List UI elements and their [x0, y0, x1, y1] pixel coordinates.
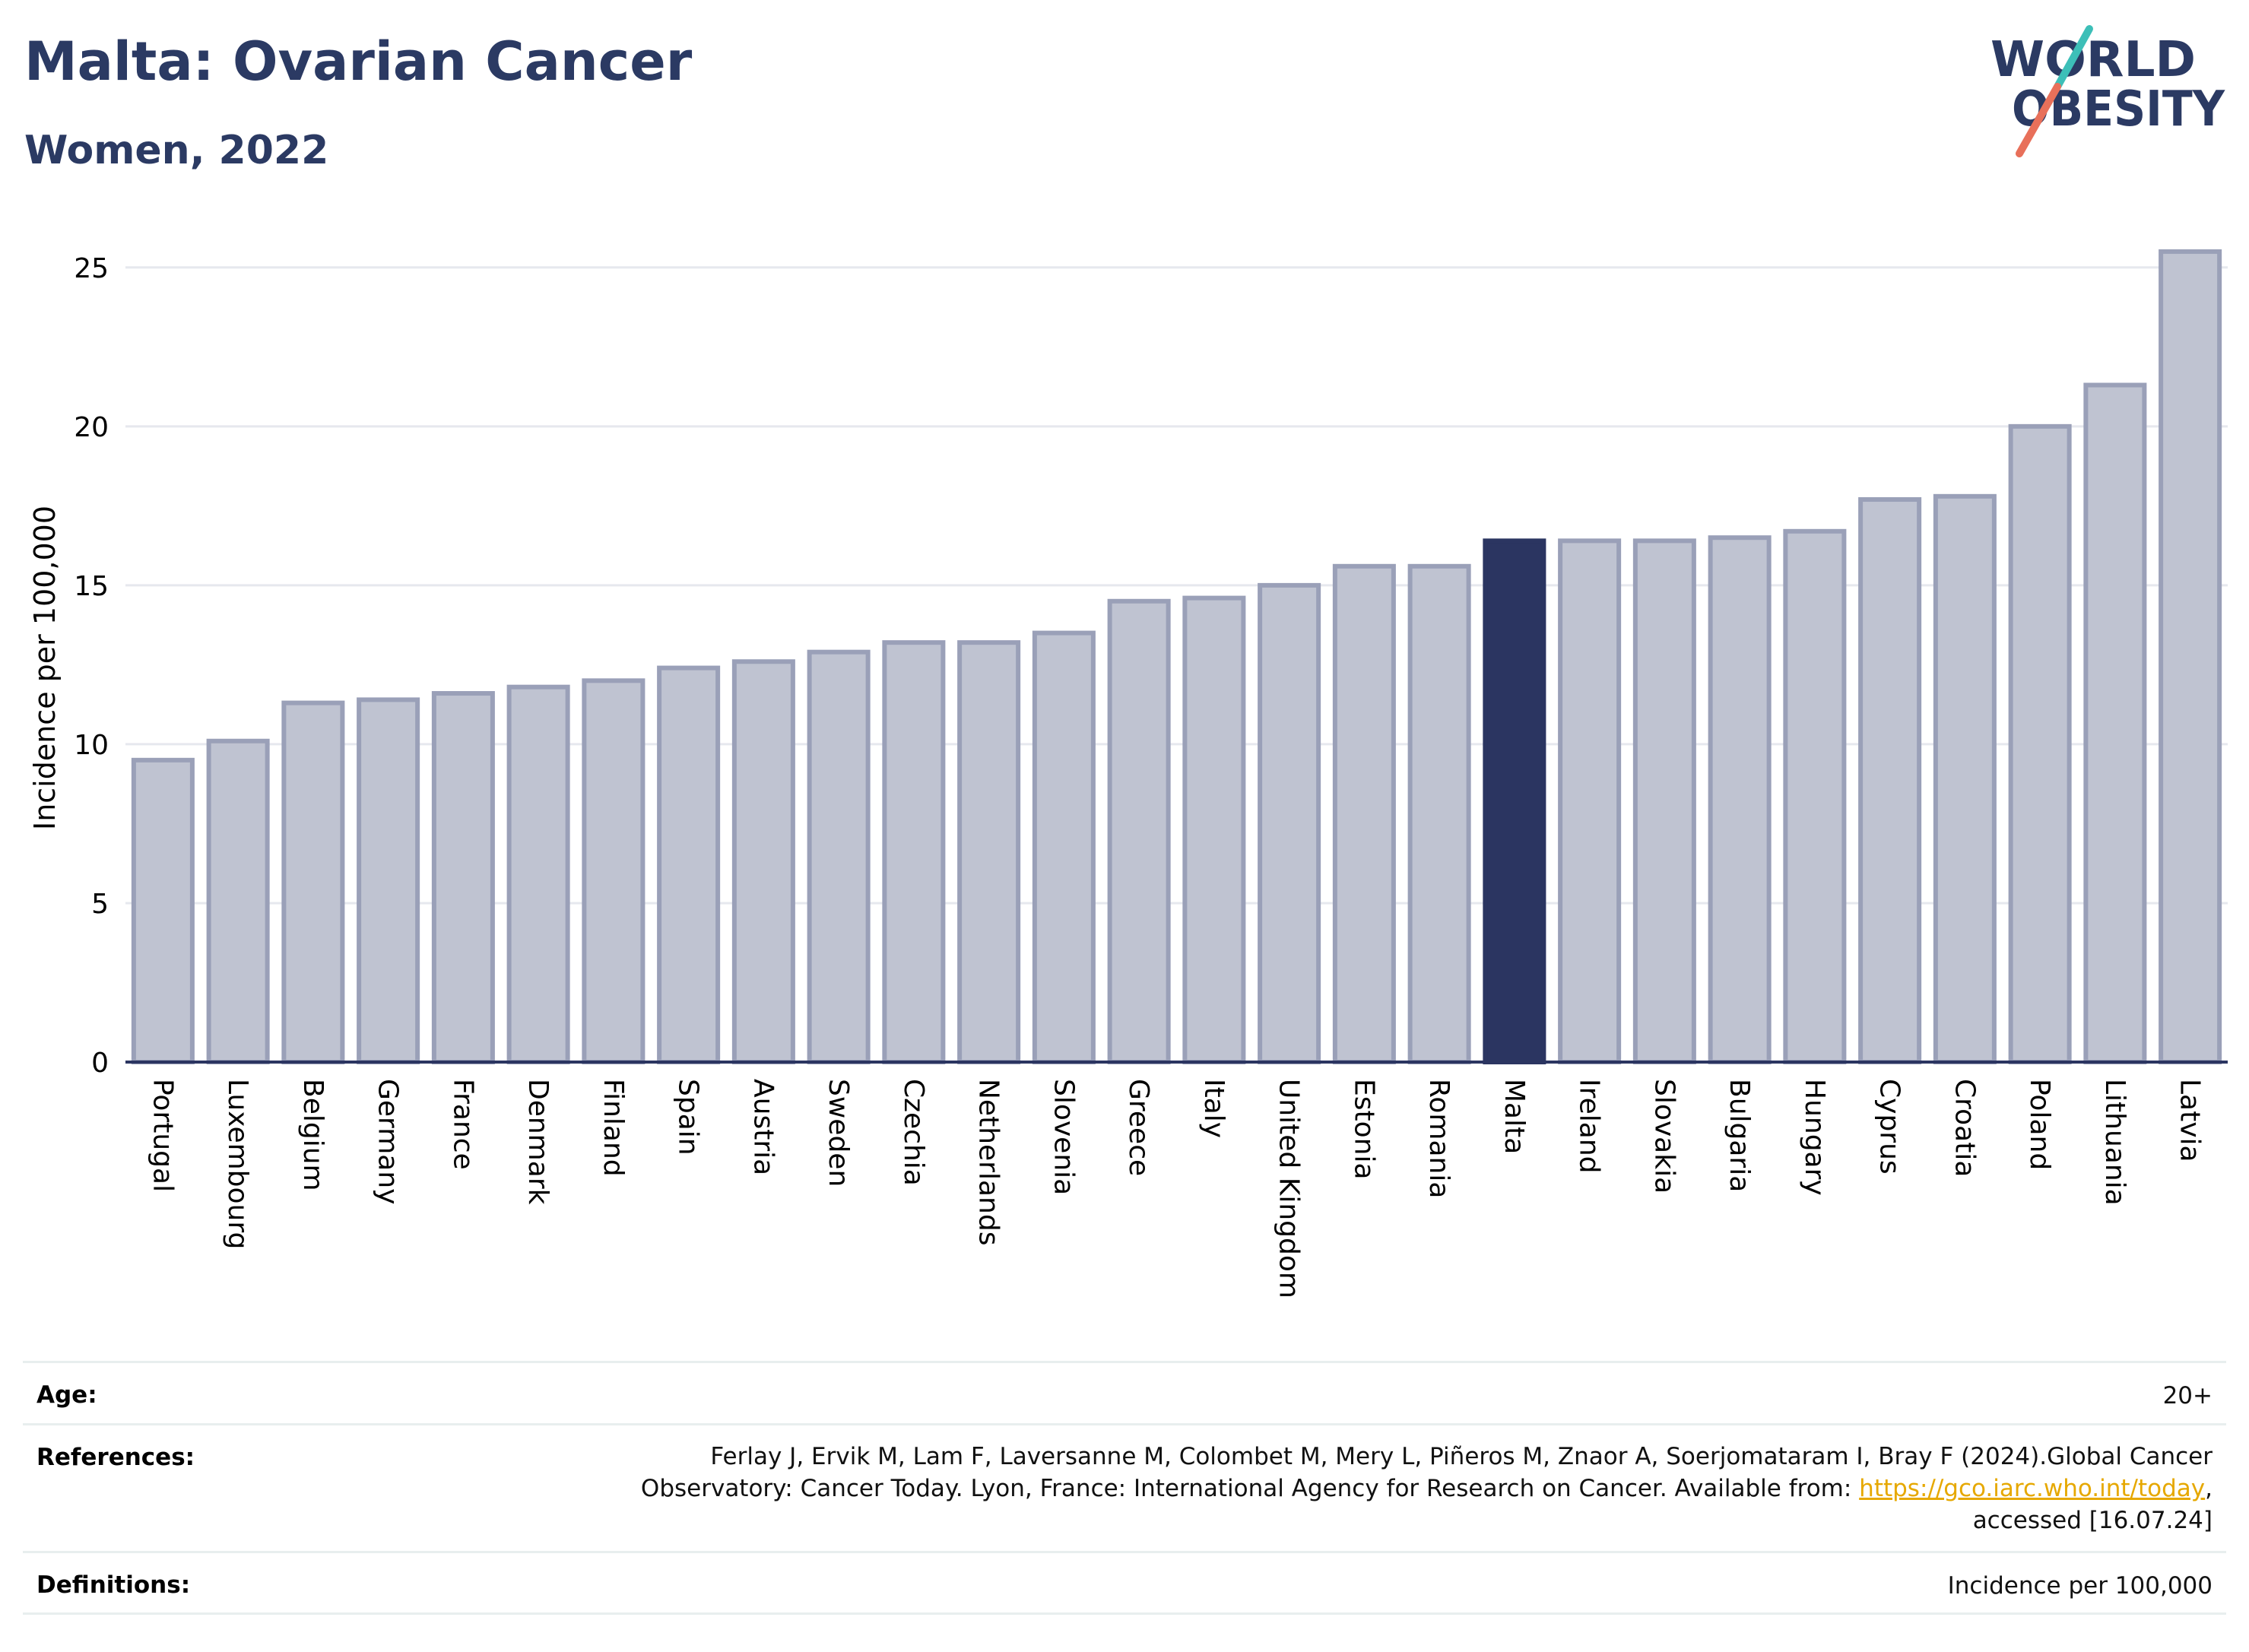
- x-tick-label: Malta: [1499, 1079, 1530, 1154]
- definitions-row: Definitions: Incidence per 100,000: [23, 1551, 2226, 1615]
- bar-latvia: [2159, 249, 2222, 1065]
- tick-layer: 0 5 10 15 20 25: [74, 253, 109, 1079]
- y-tick-label: 25: [74, 253, 109, 284]
- x-tick-label: Italy: [1198, 1079, 1229, 1138]
- bar-france: [431, 691, 495, 1064]
- bar-lithuania: [2083, 382, 2147, 1064]
- bar-layer: [125, 249, 2228, 1065]
- x-tick-label: Bulgaria: [1724, 1079, 1755, 1192]
- x-tick-label: Czechia: [898, 1079, 929, 1186]
- logo-slash-bottom: [2016, 83, 2061, 157]
- references-line1: Ferlay J, Ervik M, Lam F, Laversanne M, …: [710, 1443, 2213, 1470]
- logo-slash-top: [2054, 25, 2093, 90]
- bar-italy: [1182, 595, 1246, 1064]
- x-tick-label: Croatia: [1949, 1079, 1980, 1177]
- bar-malta: [1483, 538, 1546, 1065]
- x-tick-label: Latvia: [2174, 1079, 2206, 1162]
- bar-greece: [1107, 598, 1171, 1064]
- bar-croatia: [1933, 493, 1997, 1065]
- x-tick-label: Denmark: [522, 1079, 554, 1205]
- references-line2: Observatory: Cancer Today. Lyon, France:…: [641, 1473, 2213, 1505]
- bar-romania: [1407, 563, 1471, 1064]
- x-tick-label: Poland: [2024, 1079, 2055, 1170]
- x-tick-label: United Kingdom: [1274, 1079, 1305, 1298]
- bar-luxembourg: [206, 738, 270, 1064]
- x-tick-label: Ireland: [1574, 1079, 1605, 1174]
- bar-slovakia: [1632, 538, 1696, 1065]
- x-tick-label: Germany: [373, 1079, 404, 1204]
- bar-portugal: [131, 757, 195, 1064]
- x-tick-label: Lithuania: [2099, 1079, 2130, 1206]
- bar-bulgaria: [1708, 535, 1772, 1064]
- bar-germany: [357, 697, 420, 1065]
- age-label: Age:: [36, 1381, 97, 1409]
- references-value: Ferlay J, Ervik M, Lam F, Laversanne M, …: [641, 1441, 2213, 1536]
- references-line3: accessed [16.07.24]: [1972, 1507, 2213, 1534]
- bar-belgium: [281, 700, 345, 1064]
- x-tick-label: France: [447, 1079, 478, 1170]
- x-tick-label: Hungary: [1799, 1079, 1830, 1196]
- world-obesity-logo: WORLD OBESITY: [1990, 25, 2225, 157]
- x-tick-label: Cyprus: [1874, 1079, 1905, 1175]
- bar-estonia: [1332, 563, 1396, 1064]
- y-tick-label: 10: [74, 730, 109, 761]
- x-tick-label: Sweden: [823, 1079, 854, 1187]
- bar-chart: 0 5 10 15 20 25 Portugal Luxembourg Belgium Germ…: [28, 249, 2228, 1298]
- y-tick-label: 0: [91, 1048, 109, 1079]
- x-tick-label: Estonia: [1348, 1079, 1379, 1180]
- references-row: References: Ferlay J, Ervik M, Lam F, La…: [23, 1423, 2226, 1551]
- logo-line1: WORLD: [1990, 32, 2196, 88]
- bar-czechia: [882, 640, 946, 1064]
- bar-denmark: [506, 684, 570, 1065]
- age-row: Age: 20+: [23, 1361, 2226, 1423]
- bar-spain: [657, 665, 721, 1064]
- y-tick-label: 5: [91, 889, 109, 920]
- x-tick-label: Romania: [1423, 1079, 1454, 1198]
- x-tick-label: Slovakia: [1648, 1079, 1680, 1194]
- x-tick-label: Netherlands: [973, 1079, 1004, 1245]
- x-tick-label: Greece: [1123, 1079, 1154, 1176]
- references-link[interactable]: https://gco.iarc.who.int/today: [1859, 1475, 2206, 1502]
- definitions-value: Incidence per 100,000: [1947, 1572, 2213, 1600]
- x-tick-label: Portugal: [147, 1079, 178, 1192]
- bar-united-kingdom: [1258, 582, 1321, 1064]
- age-value: 20+: [2162, 1382, 2213, 1409]
- bar-poland: [2008, 423, 2072, 1065]
- references-line2-prefix: Observatory: Cancer Today. Lyon, France:…: [640, 1475, 1860, 1502]
- y-axis-label: Incidence per 100,000: [28, 506, 62, 830]
- x-tick-label: Austria: [747, 1079, 779, 1175]
- chart-title: Malta: Ovarian Cancer: [24, 30, 693, 93]
- x-tick-label: Spain: [673, 1079, 704, 1156]
- definitions-label: Definitions:: [36, 1571, 191, 1599]
- bar-austria: [731, 659, 795, 1064]
- bar-cyprus: [1858, 497, 1922, 1064]
- references-line2-suffix: ,: [2205, 1475, 2213, 1502]
- y-tick-label: 20: [74, 412, 109, 443]
- bar-ireland: [1558, 538, 1622, 1065]
- bar-hungary: [1783, 528, 1847, 1064]
- x-tick-label: Slovenia: [1048, 1079, 1079, 1195]
- x-tick-label: Belgium: [297, 1079, 328, 1191]
- bar-slovenia: [1032, 630, 1096, 1064]
- chart-subtitle: Women, 2022: [24, 128, 329, 173]
- bar-finland: [582, 678, 646, 1064]
- bar-netherlands: [957, 640, 1021, 1064]
- references-label: References:: [36, 1444, 195, 1471]
- category-label-layer: Portugal Luxembourg Belgium Germany France De…: [147, 1079, 2205, 1298]
- bar-sweden: [807, 649, 871, 1064]
- y-tick-label: 15: [74, 571, 109, 602]
- x-tick-label: Luxembourg: [222, 1079, 253, 1249]
- x-tick-label: Finland: [598, 1079, 629, 1177]
